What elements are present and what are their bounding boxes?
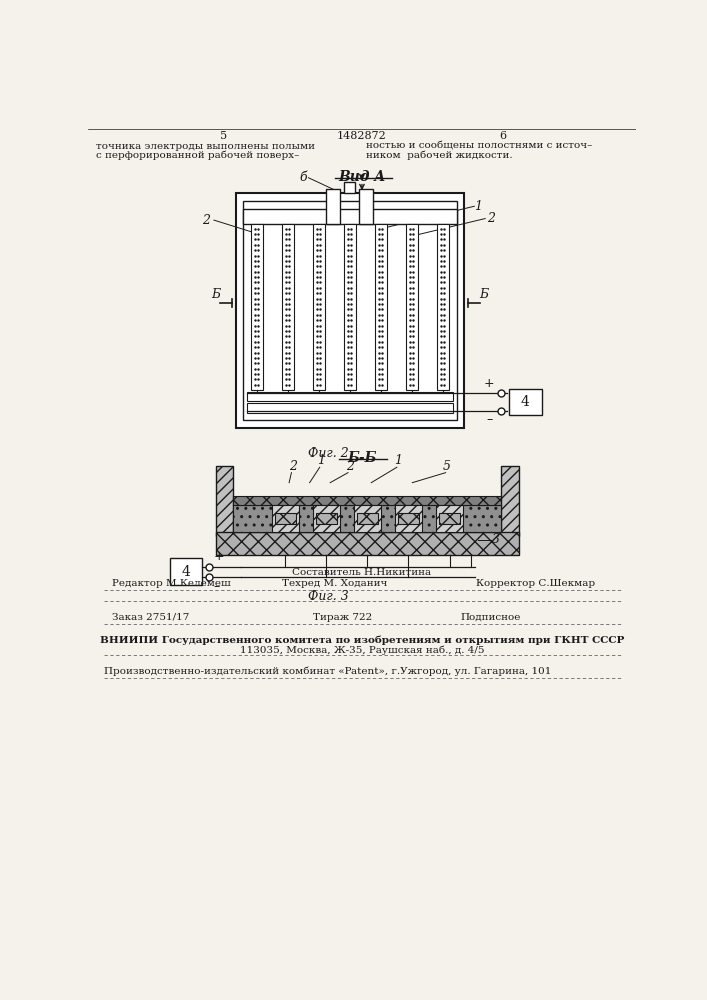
Bar bbox=[243, 209, 457, 224]
Text: б: б bbox=[299, 171, 307, 184]
Text: –: – bbox=[213, 580, 219, 593]
Bar bbox=[271, 505, 299, 532]
Bar bbox=[395, 505, 422, 532]
Bar bbox=[216, 466, 233, 536]
Bar bbox=[501, 466, 518, 536]
Bar bbox=[233, 520, 501, 532]
Bar bbox=[243, 201, 457, 420]
Text: Б: Б bbox=[479, 288, 489, 301]
Text: 1: 1 bbox=[317, 454, 325, 467]
Text: 5: 5 bbox=[221, 131, 228, 141]
Bar bbox=[327, 189, 340, 224]
Bar bbox=[275, 513, 296, 524]
Bar bbox=[439, 513, 460, 524]
Text: Вид A: Вид A bbox=[339, 170, 385, 184]
Text: Б: Б bbox=[211, 288, 221, 301]
Text: +: + bbox=[484, 377, 494, 390]
Bar bbox=[406, 224, 418, 389]
Bar bbox=[235, 193, 464, 428]
Text: +: + bbox=[213, 550, 224, 563]
Text: 1: 1 bbox=[474, 200, 482, 213]
Text: 2: 2 bbox=[487, 212, 496, 225]
Text: Производственно-издательский комбинат «Patent», г.Ужгород, ул. Гагарина, 101: Производственно-издательский комбинат «P… bbox=[104, 667, 551, 676]
Bar bbox=[357, 513, 378, 524]
Text: ником  рабочей жидкости.: ником рабочей жидкости. bbox=[366, 151, 513, 160]
Text: 2: 2 bbox=[346, 460, 354, 473]
Bar bbox=[216, 532, 518, 555]
Bar bbox=[437, 224, 449, 389]
Text: 113035, Москва, Ж-35, Раушская наб., д. 4/5: 113035, Москва, Ж-35, Раушская наб., д. … bbox=[240, 646, 484, 655]
Bar bbox=[170, 558, 202, 585]
Bar bbox=[312, 505, 340, 532]
Bar bbox=[247, 392, 452, 401]
Bar bbox=[281, 224, 294, 389]
Text: Редактор М.Келемеш: Редактор М.Келемеш bbox=[112, 579, 230, 588]
Text: 1482872: 1482872 bbox=[337, 131, 387, 141]
Bar bbox=[375, 224, 387, 389]
Text: ностью и сообщены полостнями с источ–: ностью и сообщены полостнями с источ– bbox=[366, 142, 592, 151]
Bar bbox=[344, 224, 356, 389]
Text: 4: 4 bbox=[182, 565, 190, 579]
Text: ВНИИПИ Государственного комитета по изобретениям и открытиям при ГКНТ СССР: ВНИИПИ Государственного комитета по изоб… bbox=[100, 636, 624, 645]
Bar bbox=[233, 505, 501, 532]
Text: Подписное: Подписное bbox=[460, 613, 521, 622]
Text: 3: 3 bbox=[492, 533, 500, 546]
Text: Заказ 2751/17: Заказ 2751/17 bbox=[112, 613, 189, 622]
Bar bbox=[354, 505, 381, 532]
Text: 2: 2 bbox=[289, 460, 297, 473]
Text: Составитель Н.Никитина: Составитель Н.Никитина bbox=[293, 568, 431, 577]
Text: Тираж 722: Тираж 722 bbox=[313, 613, 373, 622]
Bar bbox=[398, 513, 419, 524]
Text: 2: 2 bbox=[202, 214, 210, 227]
Text: Техред М. Ходанич: Техред М. Ходанич bbox=[282, 579, 387, 588]
Bar bbox=[247, 403, 452, 413]
Text: 4: 4 bbox=[521, 395, 530, 409]
Text: точника электроды выполнены полыми: точника электроды выполнены полыми bbox=[96, 142, 315, 151]
Text: Корректор С.Шекмар: Корректор С.Шекмар bbox=[476, 579, 595, 588]
Bar bbox=[436, 505, 463, 532]
Text: Б-Б: Б-Б bbox=[347, 451, 377, 465]
Text: с перфорированной рабочей поверх–: с перфорированной рабочей поверх– bbox=[96, 151, 300, 160]
Bar bbox=[344, 182, 355, 193]
Bar bbox=[312, 224, 325, 389]
Text: 1: 1 bbox=[395, 454, 402, 467]
Text: Фиг. 2: Фиг. 2 bbox=[308, 447, 349, 460]
Bar bbox=[251, 224, 263, 389]
Bar bbox=[359, 189, 373, 224]
Text: Фиг. 3: Фиг. 3 bbox=[308, 590, 349, 603]
Bar bbox=[316, 513, 337, 524]
Text: 5: 5 bbox=[443, 460, 451, 473]
Bar bbox=[233, 496, 501, 505]
Text: 6: 6 bbox=[499, 131, 506, 141]
Bar bbox=[509, 389, 542, 415]
Text: –: – bbox=[486, 413, 492, 426]
